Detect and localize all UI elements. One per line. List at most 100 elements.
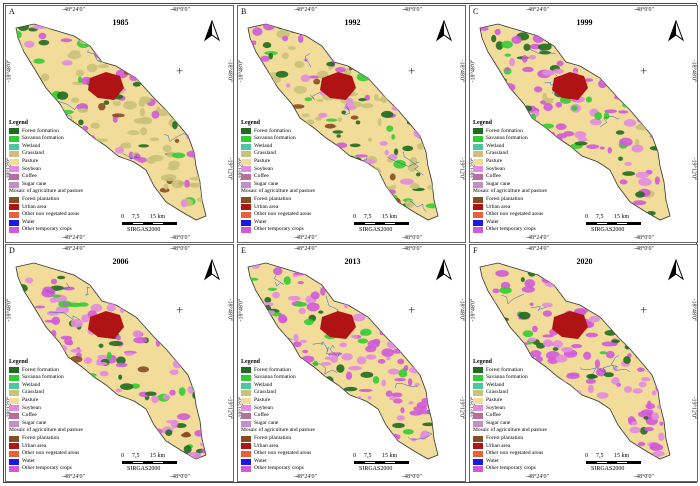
land-cover-patch: [132, 62, 137, 68]
coord-label-right-lower: -19°12'0": [690, 157, 697, 181]
land-cover-patch: [522, 330, 534, 338]
land-cover-patch: [180, 433, 192, 438]
land-cover-patch: [583, 295, 593, 301]
land-cover-patch: [597, 170, 602, 175]
land-cover-patch: [552, 340, 563, 349]
coord-label-top-right: -48°0'0": [634, 7, 654, 13]
land-cover-patch: [548, 380, 560, 386]
legend-label: Other non vegetated areas: [254, 211, 312, 218]
legend-item: Sugar cane: [473, 420, 547, 428]
land-cover-patch: [168, 331, 183, 340]
land-cover-patch: [189, 177, 202, 181]
legend-label: Urban area: [254, 203, 279, 210]
scale-tick: 0: [121, 214, 124, 220]
land-cover-patch: [177, 274, 191, 279]
river-line: [304, 53, 311, 68]
legend-item: Urban area: [473, 443, 547, 451]
land-cover-patch: [318, 184, 327, 191]
land-cover-patch: [356, 356, 367, 365]
land-cover-patch: [16, 91, 27, 96]
land-cover-patch: [304, 318, 314, 326]
land-cover-patch: [122, 48, 129, 54]
land-cover-patch: [603, 201, 611, 208]
land-cover-patch: [324, 383, 335, 389]
land-cover-patch: [338, 203, 352, 210]
land-cover-patch: [337, 204, 350, 213]
legend-label: Savanna formation: [486, 374, 528, 381]
legend-label: Pasture: [22, 396, 39, 403]
river-line: [99, 193, 108, 211]
north-arrow-icon: [435, 259, 453, 281]
land-cover-patch: [268, 52, 273, 60]
coord-label-right-upper: -18°48'0": [458, 298, 465, 322]
legend-swatch: [9, 173, 19, 180]
land-cover-patch: [375, 430, 386, 435]
land-cover-patch: [275, 70, 289, 78]
land-cover-patch: [657, 147, 665, 153]
land-cover-patch: [617, 310, 627, 317]
land-cover-patch: [365, 345, 377, 353]
land-cover-patch: [562, 405, 568, 414]
land-cover-patch: [407, 164, 417, 173]
land-cover-patch: [294, 302, 308, 307]
land-cover-patch: [421, 313, 426, 317]
land-cover-patch: [323, 441, 332, 449]
land-cover-patch: [87, 404, 102, 408]
land-cover-patch: [562, 170, 574, 175]
land-cover-patch: [559, 285, 571, 290]
land-cover-patch: [425, 138, 431, 146]
land-cover-patch: [581, 50, 595, 56]
legend-item: Pasture: [9, 158, 83, 166]
land-cover-patch: [569, 430, 581, 436]
land-cover-patch: [645, 355, 659, 359]
land-cover-patch: [282, 35, 289, 42]
legend-item: Grassland: [241, 389, 315, 397]
land-cover-patch: [99, 370, 109, 377]
land-cover-patch: [634, 77, 648, 84]
legend-swatch: [9, 211, 19, 218]
land-cover-patch: [641, 91, 651, 96]
land-cover-patch: [430, 76, 436, 82]
land-cover-patch: [77, 76, 83, 83]
land-cover-patch: [116, 43, 121, 51]
legend-label: Forest formation: [22, 127, 59, 134]
land-cover-patch: [596, 431, 609, 440]
land-cover-patch: [51, 294, 61, 298]
panel-year: 2013: [344, 257, 361, 266]
legend-label: Water: [486, 457, 499, 464]
legend-item: Wetland: [473, 382, 547, 390]
land-cover-patch: [397, 106, 406, 111]
land-cover-patch: [643, 269, 656, 277]
land-cover-patch: [345, 371, 353, 380]
land-cover-patch: [613, 429, 623, 434]
land-cover-patch: [154, 438, 164, 445]
land-cover-patch: [81, 314, 90, 323]
coord-label-top-left: -48°24'0": [62, 246, 85, 252]
scale-bar: 0 7,5 15 km SIRGAS2000: [121, 453, 183, 475]
land-cover-patch: [343, 105, 357, 110]
scale-tick: 0: [585, 453, 588, 459]
land-cover-patch: [533, 86, 543, 93]
land-cover-patch: [281, 52, 289, 60]
scale-tick: 15 km: [614, 453, 630, 459]
land-cover-patch: [498, 77, 507, 83]
land-cover-patch: [133, 47, 147, 53]
land-cover-patch: [169, 324, 182, 330]
land-cover-patch: [191, 384, 204, 392]
land-cover-patch: [152, 310, 165, 316]
legend-swatch: [473, 397, 483, 404]
legend-swatch: [241, 158, 251, 165]
land-cover-patch: [583, 351, 592, 360]
land-cover-patch: [370, 424, 380, 431]
land-cover-patch: [320, 286, 326, 296]
land-cover-patch: [299, 339, 308, 344]
land-cover-patch: [408, 85, 423, 93]
legend-label: Mosaic of agriculture and pasture: [9, 427, 83, 434]
land-cover-patch: [57, 106, 65, 111]
legend-title: Legend: [9, 359, 29, 365]
land-cover-patch: [602, 49, 607, 55]
land-cover-patch: [585, 332, 599, 338]
legend-swatch: [241, 219, 251, 226]
river-line: [394, 383, 418, 389]
land-cover-patch: [389, 396, 396, 401]
